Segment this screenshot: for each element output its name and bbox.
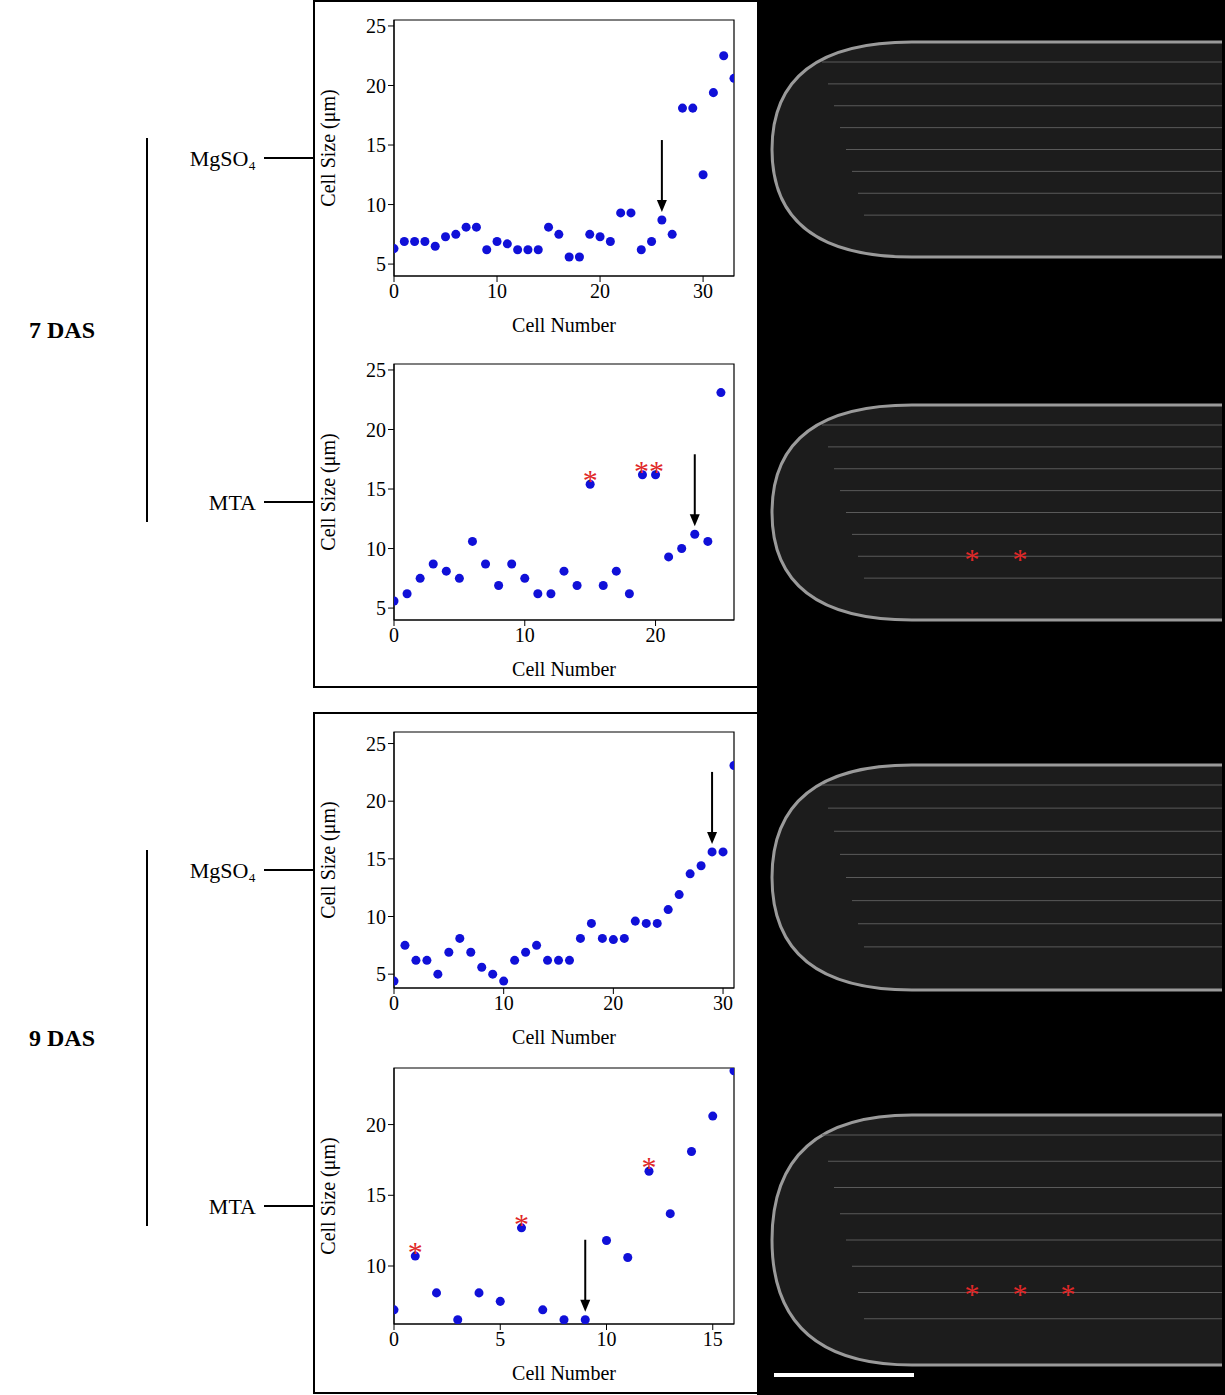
svg-text:Cell Size (μm): Cell Size (μm) (318, 433, 340, 550)
svg-text:25: 25 (366, 15, 386, 37)
svg-text:0: 0 (389, 992, 399, 1014)
svg-text:*: * (965, 542, 980, 575)
svg-text:10: 10 (366, 906, 386, 928)
svg-text:Cell Size (μm): Cell Size (μm) (318, 89, 340, 206)
svg-text:25: 25 (366, 733, 386, 755)
svg-text:20: 20 (366, 1114, 386, 1136)
svg-text:20: 20 (646, 624, 666, 646)
svg-text:*: * (642, 1150, 657, 1183)
svg-text:Cell Number: Cell Number (512, 1362, 616, 1384)
svg-text:10: 10 (366, 538, 386, 560)
svg-text:7 DAS: 7 DAS (29, 317, 95, 343)
svg-text:15: 15 (703, 1328, 723, 1350)
svg-text:*: * (583, 463, 598, 496)
svg-text:*: * (514, 1207, 529, 1240)
svg-text:20: 20 (366, 790, 386, 812)
svg-text:9 DAS: 9 DAS (29, 1025, 95, 1051)
svg-text:15: 15 (366, 134, 386, 156)
svg-text:MTA: MTA (209, 490, 256, 515)
svg-text:Cell Number: Cell Number (512, 1026, 616, 1048)
svg-text:5: 5 (376, 963, 386, 985)
svg-text:MgSO₄: MgSO₄ (190, 146, 256, 171)
svg-text:0: 0 (389, 624, 399, 646)
svg-text:0: 0 (389, 280, 399, 302)
svg-text:MgSO₄: MgSO₄ (190, 858, 256, 883)
svg-text:10: 10 (366, 194, 386, 216)
svg-text:20: 20 (590, 280, 610, 302)
svg-text:*: * (1013, 542, 1028, 575)
svg-text:5: 5 (376, 597, 386, 619)
svg-text:10: 10 (515, 624, 535, 646)
svg-text:Cell Number: Cell Number (512, 658, 616, 680)
svg-text:*: * (408, 1235, 423, 1268)
svg-text:15: 15 (366, 1184, 386, 1206)
svg-text:10: 10 (597, 1328, 617, 1350)
svg-text:5: 5 (495, 1328, 505, 1350)
svg-text:**: ** (634, 454, 664, 487)
svg-text:30: 30 (693, 280, 713, 302)
svg-text:10: 10 (366, 1255, 386, 1277)
svg-text:*: * (1061, 1277, 1076, 1310)
svg-text:5: 5 (376, 253, 386, 275)
svg-text:20: 20 (603, 992, 623, 1014)
svg-text:10: 10 (494, 992, 514, 1014)
svg-text:15: 15 (366, 478, 386, 500)
svg-text:Cell Size (μm): Cell Size (μm) (318, 1137, 340, 1254)
svg-text:30: 30 (713, 992, 733, 1014)
svg-text:10: 10 (487, 280, 507, 302)
svg-text:Cell Size (μm): Cell Size (μm) (318, 801, 340, 918)
svg-text:25: 25 (366, 359, 386, 381)
svg-text:*: * (1013, 1277, 1028, 1310)
svg-text:20: 20 (366, 75, 386, 97)
svg-text:MTA: MTA (209, 1194, 256, 1219)
svg-text:20: 20 (366, 419, 386, 441)
svg-text:Cell Number: Cell Number (512, 314, 616, 336)
svg-text:15: 15 (366, 848, 386, 870)
svg-text:*: * (965, 1277, 980, 1310)
svg-text:0: 0 (389, 1328, 399, 1350)
